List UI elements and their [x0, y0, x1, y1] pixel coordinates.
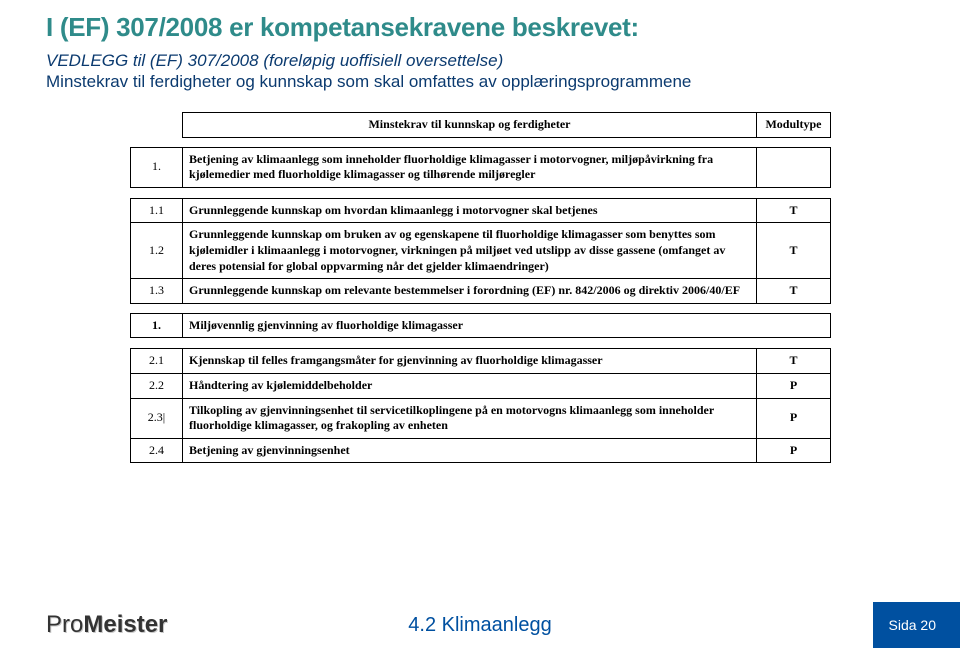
section-num: 1.: [131, 313, 183, 338]
footer-right: Sida 20: [889, 617, 936, 633]
row-text: Tilkopling av gjenvinningsenhet til serv…: [183, 398, 757, 438]
row-num: 2.4: [131, 438, 183, 463]
section-row: 1. Miljøvennlig gjenvinning av fluorhold…: [131, 313, 831, 338]
row-num: 2.3|: [131, 398, 183, 438]
table-row: 1. Betjening av klimaanlegg som innehold…: [131, 147, 831, 187]
table-row: 2.2 Håndtering av kjølemiddelbeholder P: [131, 373, 831, 398]
row-mod: T: [757, 223, 831, 279]
table-row: 1.1 Grunnleggende kunnskap om hvordan kl…: [131, 198, 831, 223]
table-row: 1.3 Grunnleggende kunnskap om relevante …: [131, 279, 831, 304]
footer-right-bar: Sida 20: [873, 602, 960, 648]
header-module: Modultype: [757, 113, 831, 138]
subtitle: VEDLEGG til (EF) 307/2008 (foreløpig uof…: [46, 50, 691, 93]
row-num: 1.1: [131, 198, 183, 223]
table-row: 2.1 Kjennskap til felles framgangsmåter …: [131, 349, 831, 374]
row-mod: T: [757, 198, 831, 223]
row-text: Grunnleggende kunnskap om bruken av og e…: [183, 223, 757, 279]
row-mod: P: [757, 438, 831, 463]
subtitle-line-2: Minstekrav til ferdigheter og kunnskap s…: [46, 71, 691, 92]
row-mod: T: [757, 349, 831, 374]
table-2: 1.1 Grunnleggende kunnskap om hvordan kl…: [130, 198, 831, 339]
row-num: 1.: [131, 147, 183, 187]
row-num: 1.3: [131, 279, 183, 304]
row-text: Håndtering av kjølemiddelbeholder: [183, 373, 757, 398]
subtitle-line-1: VEDLEGG til (EF) 307/2008 (foreløpig uof…: [46, 50, 691, 71]
page: I (EF) 307/2008 er kompetansekravene bes…: [0, 0, 960, 648]
row-mod: T: [757, 279, 831, 304]
row-text: Betjening av klimaanlegg som inneholder …: [183, 147, 757, 187]
row-text: Grunnleggende kunnskap om hvordan klimaa…: [183, 198, 757, 223]
row-num: 2.2: [131, 373, 183, 398]
row-text: Grunnleggende kunnskap om relevante best…: [183, 279, 757, 304]
table-row: 2.3| Tilkopling av gjenvinningsenhet til…: [131, 398, 831, 438]
header-label: Minstekrav til kunnskap og ferdigheter: [183, 113, 757, 138]
row-mod: P: [757, 373, 831, 398]
footer-center: 4.2 Klimaanlegg: [0, 614, 960, 637]
row-text: Betjening av gjenvinningsenhet: [183, 438, 757, 463]
row-text: Kjennskap til felles framgangsmåter for …: [183, 349, 757, 374]
section-text: Miljøvennlig gjenvinning av fluorholdige…: [183, 313, 831, 338]
footer: ProMeister 4.2 Klimaanlegg Sida 20: [0, 602, 960, 648]
table-1: Minstekrav til kunnskap og ferdigheter M…: [130, 112, 831, 188]
row-num: 1.2: [131, 223, 183, 279]
content: Minstekrav til kunnskap og ferdigheter M…: [130, 112, 830, 463]
table-row: 1.2 Grunnleggende kunnskap om bruken av …: [131, 223, 831, 279]
table-row: 2.4 Betjening av gjenvinningsenhet P: [131, 438, 831, 463]
row-mod: P: [757, 398, 831, 438]
table-header-row: Minstekrav til kunnskap og ferdigheter M…: [131, 113, 831, 138]
row-mod: [757, 147, 831, 187]
row-num: 2.1: [131, 349, 183, 374]
page-title: I (EF) 307/2008 er kompetansekravene bes…: [46, 12, 639, 43]
table-3: 2.1 Kjennskap til felles framgangsmåter …: [130, 348, 831, 463]
